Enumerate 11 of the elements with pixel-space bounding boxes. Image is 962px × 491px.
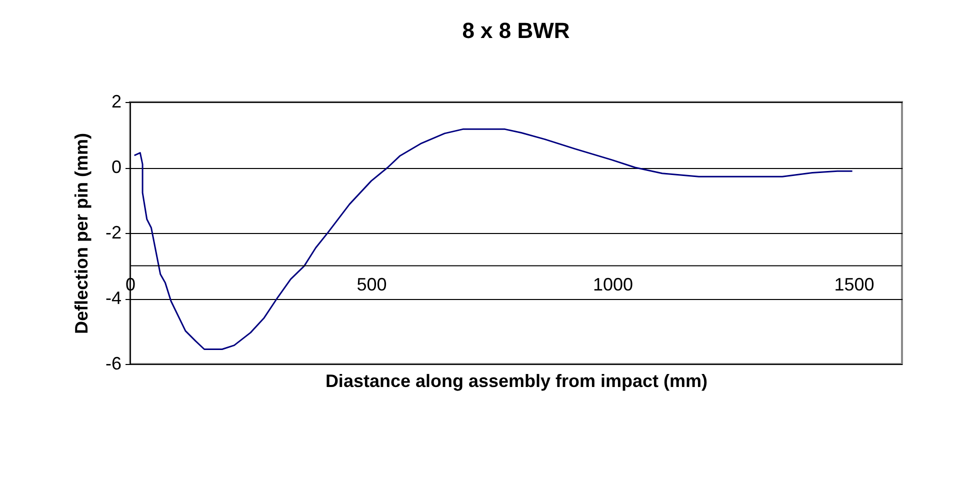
chart-title: 8 x 8 BWR <box>462 18 570 43</box>
y-axis-title: Deflection per pin (mm) <box>71 132 92 334</box>
x-tick-label: 500 <box>356 274 387 294</box>
x-axis-title: Diastance along assembly from impact (mm) <box>325 371 708 391</box>
y-tick-label: -6 <box>105 354 122 374</box>
y-tick-label: 0 <box>111 157 122 177</box>
x-tick-label: 1500 <box>834 274 874 294</box>
y-tick-label: 2 <box>111 92 122 112</box>
x-tick-label: 1000 <box>592 274 634 294</box>
y-tick-label: -4 <box>105 288 122 308</box>
y-tick-label: -2 <box>105 222 122 242</box>
